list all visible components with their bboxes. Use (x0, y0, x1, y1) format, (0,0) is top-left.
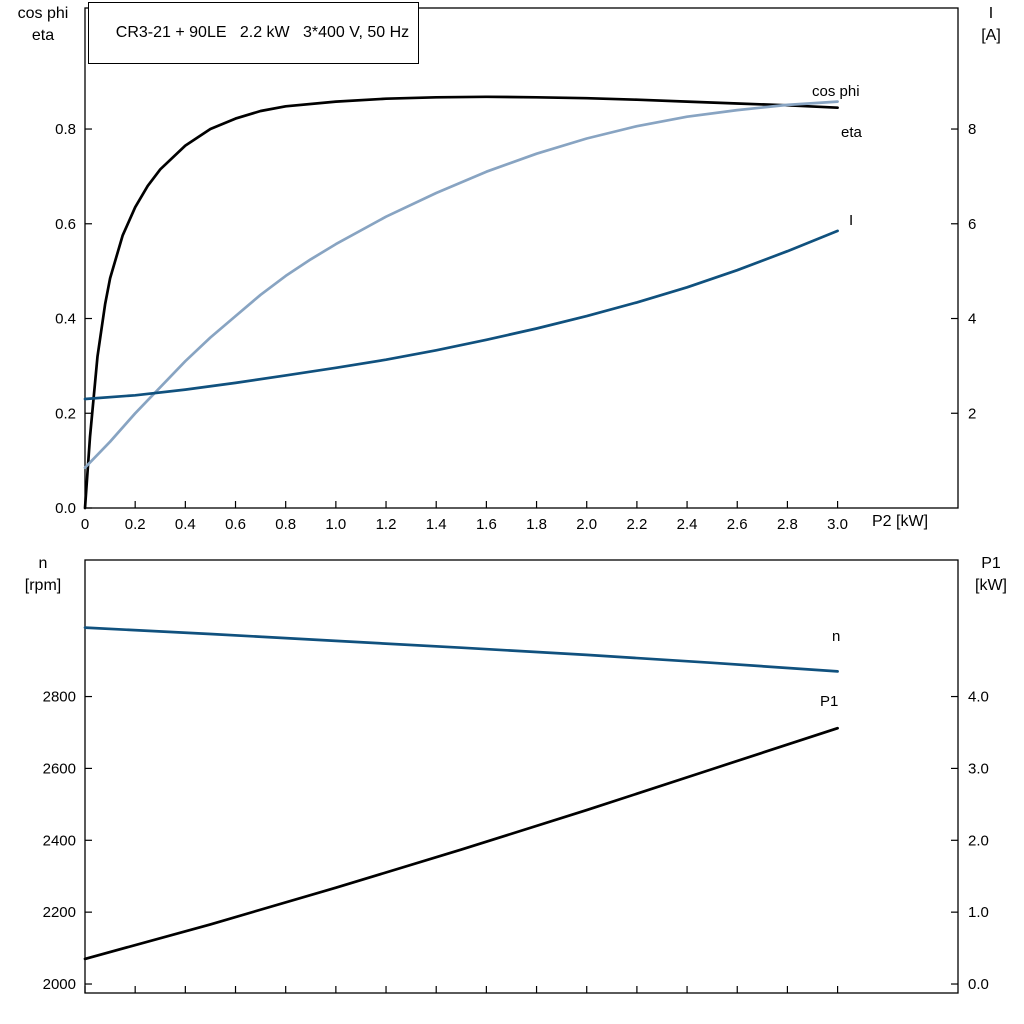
bottom-right-axis-title-line2: [kW] (975, 577, 1007, 594)
chart-title-box: CR3-21 + 90LE 2.2 kW 3*400 V, 50 Hz (88, 2, 420, 64)
y-tick-label-right: 3.0 (968, 760, 989, 777)
y-tick-label-left: 2000 (43, 976, 76, 993)
top-right-axis-title-line2: [A] (981, 27, 1001, 44)
y-tick-label-right: 6 (968, 216, 976, 233)
cos-phi-curve (83, 100, 839, 470)
y-tick-label-right: 8 (968, 121, 976, 138)
y-tick-label-left: 0.2 (55, 405, 76, 422)
n-curve (83, 626, 839, 673)
bottom-left-axis-title-line2: [rpm] (24, 577, 62, 594)
x-tick-label: 0 (81, 516, 89, 533)
x-tick-label: 0.8 (275, 516, 296, 533)
x-tick-label: 0.4 (175, 516, 196, 533)
x-axis-label: P2 [kW] (872, 513, 929, 530)
I-curve (83, 229, 839, 401)
y-tick-label-left: 0.4 (55, 311, 76, 328)
x-tick-label: 0.6 (225, 516, 246, 533)
top-right-axis-title: I [A] (962, 3, 1020, 47)
P1-curve (83, 726, 839, 961)
top-left-axis-title-line2: eta (31, 27, 55, 44)
y-tick-label-left: 2800 (43, 689, 76, 706)
bottom-left-axis-title: n [rpm] (2, 553, 84, 597)
y-tick-label-right: 0.0 (968, 976, 989, 993)
x-tick-label: 2.4 (677, 516, 698, 533)
x-tick-label: 2.6 (727, 516, 748, 533)
bottom-left-axis-title-line1: n (38, 555, 48, 572)
y-tick-label-right: 2 (968, 405, 976, 422)
top-left-axis-title-line1: cos phi (17, 5, 69, 22)
bottom-right-axis-title-line1: P1 (981, 555, 1001, 572)
x-tick-label: 1.0 (325, 516, 346, 533)
top-right-axis-title-line1: I (988, 5, 994, 22)
x-tick-label: 2.2 (626, 516, 647, 533)
plot-frame (84, 559, 959, 994)
P1-curve-label: P1 (820, 693, 838, 710)
eta-curve-label: eta (841, 124, 863, 141)
y-tick-label-right: 4 (968, 311, 976, 328)
y-tick-label-left: 0.0 (55, 500, 76, 517)
x-tick-label: 3.0 (827, 516, 848, 533)
chart-title: CR3-21 + 90LE 2.2 kW 3*400 V, 50 Hz (115, 24, 410, 41)
eta-curve (83, 95, 839, 510)
x-tick-label: 2.0 (576, 516, 597, 533)
y-tick-label-left: 0.8 (55, 121, 76, 138)
y-tick-label-right: 4.0 (968, 689, 989, 706)
x-tick-label: 1.6 (476, 516, 497, 533)
plot-frame (84, 7, 959, 509)
y-tick-label-left: 0.6 (55, 216, 76, 233)
x-tick-label: 2.8 (777, 516, 798, 533)
y-tick-label-right: 1.0 (968, 904, 989, 921)
x-tick-label: 1.4 (426, 516, 447, 533)
n-curve-label: n (832, 628, 840, 645)
y-tick-label-left: 2600 (43, 760, 76, 777)
bottom-right-axis-title: P1 [kW] (960, 553, 1022, 597)
x-tick-label: 1.2 (376, 516, 397, 533)
y-tick-label-left: 2400 (43, 832, 76, 849)
I-curve-label: I (849, 212, 853, 229)
x-tick-label: 1.8 (526, 516, 547, 533)
x-tick-label: 0.2 (125, 516, 146, 533)
top-left-axis-title: cos phi eta (2, 3, 84, 47)
cos-phi-curve-label: cos phi (812, 83, 860, 100)
y-tick-label-right: 2.0 (968, 832, 989, 849)
y-tick-label-left: 2200 (43, 904, 76, 921)
